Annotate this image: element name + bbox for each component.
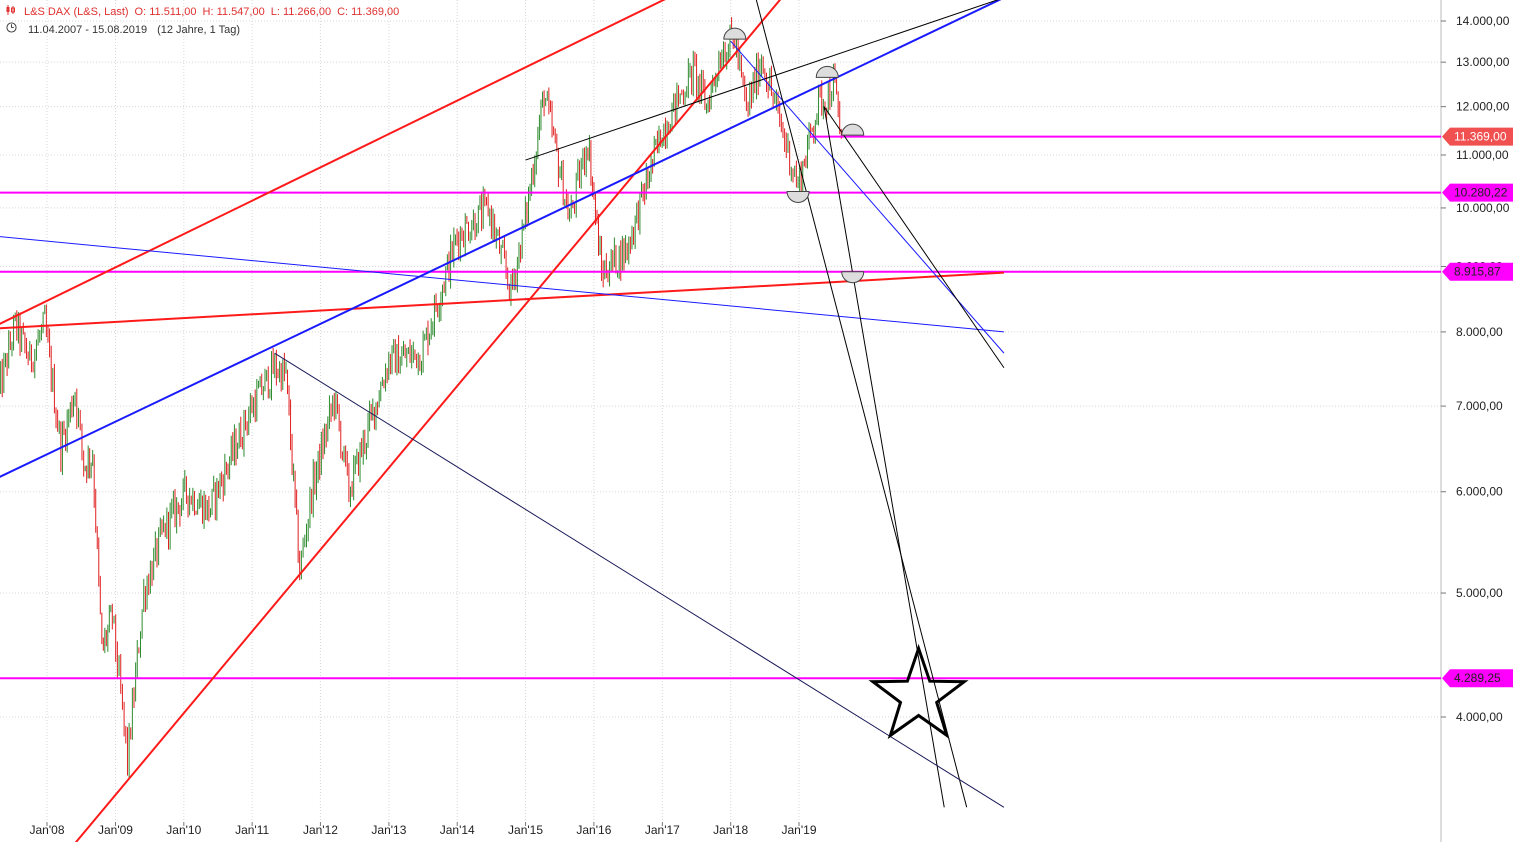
open-value: O: 11.511,00 xyxy=(134,6,197,18)
star-marker[interactable] xyxy=(868,643,969,740)
close-value: C: 11.369,00 xyxy=(337,6,400,18)
high-value: H: 11.547,00 xyxy=(202,6,265,18)
price-label-text: 11.369,00 xyxy=(1454,130,1507,144)
candlestick-series xyxy=(0,17,842,778)
trendline[interactable] xyxy=(823,106,1005,369)
trendline[interactable] xyxy=(525,0,1004,161)
chart-header: L&S DAX (L&S, Last) O: 11.511,00 H: 11.547… xyxy=(6,5,405,18)
y-tick-label: 12.000,00 xyxy=(1456,100,1510,114)
x-tick-label: Jan'08 xyxy=(30,823,65,837)
price-label-badge xyxy=(1442,127,1513,146)
price-label-text: 8.915,87 xyxy=(1454,265,1501,279)
trendline[interactable] xyxy=(823,106,945,808)
y-tick-label: 13.000,00 xyxy=(1456,55,1510,69)
y-tick-label: 11.000,00 xyxy=(1456,148,1509,162)
price-label-badge xyxy=(1442,262,1513,281)
instrument-name: L&S DAX (L&S, Last) xyxy=(24,6,129,18)
y-tick-label: 14.000,00 xyxy=(1456,14,1510,28)
y-tick-label: 6.000,00 xyxy=(1456,485,1503,499)
y-tick-label: 8.000,00 xyxy=(1456,325,1503,339)
price-label-text: 10.280,22 xyxy=(1454,186,1508,200)
y-tick-label: 7.000,00 xyxy=(1456,399,1503,413)
trendline[interactable] xyxy=(730,40,1005,354)
arc-marker[interactable] xyxy=(841,123,865,136)
x-tick-label: Jan'18 xyxy=(713,823,748,837)
x-tick-label: Jan'13 xyxy=(371,823,406,837)
x-tick-label: Jan'19 xyxy=(782,823,817,837)
arc-marker[interactable] xyxy=(723,27,747,40)
arc-marker[interactable] xyxy=(815,65,839,78)
x-tick-label: Jan'14 xyxy=(440,823,475,837)
price-label-text: 4.289,25 xyxy=(1454,671,1501,685)
x-tick-label: Jan'17 xyxy=(645,823,680,837)
arc-marker[interactable] xyxy=(841,271,865,284)
arc-marker[interactable] xyxy=(786,191,810,203)
trendline[interactable] xyxy=(0,0,668,325)
trendline[interactable] xyxy=(0,271,1004,330)
y-tick-label: 10.000,00 xyxy=(1456,201,1510,215)
x-tick-label: Jan'15 xyxy=(508,823,543,837)
candlestick-icon xyxy=(6,5,18,18)
trendline[interactable] xyxy=(0,236,1004,333)
x-tick-label: Jan'10 xyxy=(166,823,201,837)
x-tick-label: Jan'12 xyxy=(303,823,338,837)
x-tick-label: Jan'16 xyxy=(576,823,611,837)
low-value: L: 11.266,00 xyxy=(270,6,332,18)
x-tick-label: Jan'11 xyxy=(235,823,269,837)
interval-label: (12 Jahre, 1 Tag) xyxy=(157,24,241,36)
price-label-badge xyxy=(1442,183,1513,202)
clock-icon xyxy=(6,22,18,34)
x-tick-label: Jan'09 xyxy=(98,823,133,837)
trendline[interactable] xyxy=(274,352,1005,808)
date-range: 11.04.2007 - 15.08.2019 xyxy=(28,24,148,36)
trendline[interactable] xyxy=(755,0,968,808)
price-label-badge xyxy=(1442,669,1513,688)
chart-subheader: 11.04.2007 - 15.08.2019 (12 Jahre, 1 Tag) xyxy=(6,22,250,36)
y-tick-label: 5.000,00 xyxy=(1456,586,1503,600)
trendline[interactable] xyxy=(47,0,782,842)
y-tick-label: 4.000,00 xyxy=(1456,710,1503,724)
